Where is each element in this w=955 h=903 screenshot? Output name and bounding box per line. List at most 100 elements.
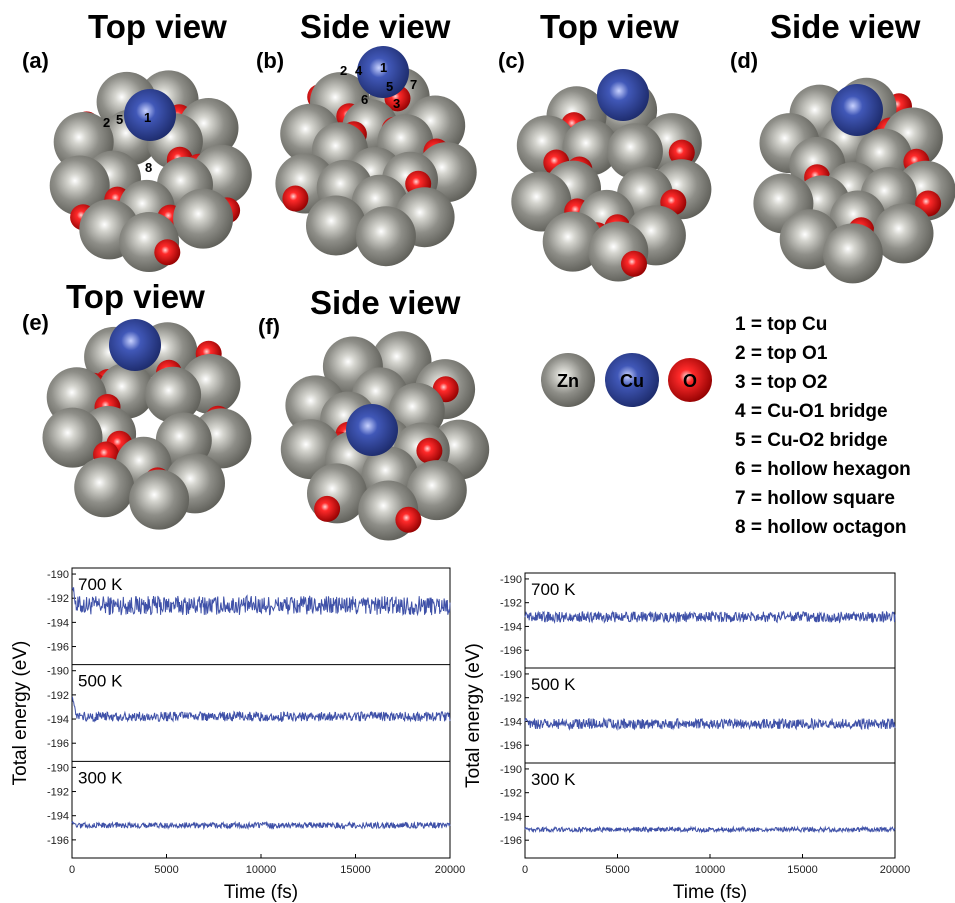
x-tick-label: 5000	[154, 864, 178, 876]
site-markers-b: 2 4 1 5 7 6 3	[340, 60, 417, 111]
temperature-label: 700 K	[531, 580, 576, 599]
o-atom-swatch	[668, 358, 712, 402]
temperature-label: 500 K	[78, 672, 123, 691]
temperature-label: 300 K	[531, 770, 576, 789]
y-tick-label: -194	[47, 617, 69, 629]
cluster-5	[280, 331, 490, 541]
site-mark: 5	[116, 112, 123, 127]
zn-atom	[822, 223, 883, 284]
site-legend-item: 6 = hollow hexagon	[735, 459, 911, 480]
site-mark: 8	[145, 160, 152, 175]
y-tick-label: -190	[500, 574, 522, 586]
energy-trace-500k	[71, 696, 451, 723]
y-tick-label: -192	[500, 693, 522, 705]
cluster-structures	[42, 46, 955, 541]
o-atom	[282, 185, 309, 212]
temperature-label: 300 K	[78, 768, 123, 787]
chart-1: -190 -192 -194 -196 700 K -190 -192 -194 -196 500…	[463, 572, 911, 903]
y-tick-label: -194	[47, 811, 69, 823]
zn-atom	[306, 195, 366, 256]
y-tick-label: -190	[47, 666, 69, 678]
x-tick-label: 0	[69, 864, 75, 876]
y-tick-label: -194	[500, 811, 522, 823]
x-tick-label: 20000	[880, 864, 911, 876]
o-atom	[314, 495, 341, 522]
y-tick-label: -192	[500, 788, 522, 800]
x-tick-label: 0	[522, 864, 528, 876]
site-legend-item: 8 = hollow octagon	[735, 517, 907, 538]
cluster-4	[42, 319, 252, 530]
site-mark: 2	[103, 115, 110, 130]
x-tick-label: 10000	[695, 864, 726, 876]
o-atom	[668, 139, 695, 166]
panel-a-title: Top view	[88, 8, 227, 45]
y-tick-label: -190	[47, 762, 69, 774]
temperature-label: 700 K	[78, 575, 123, 594]
energy-trace-700k	[71, 587, 451, 617]
x-tick-label: 5000	[605, 864, 629, 876]
panel-c-title: Top view	[540, 8, 679, 45]
panel-c-label: (c)	[498, 48, 525, 73]
x-axis-label: Time (fs)	[673, 882, 747, 903]
o-atom	[621, 250, 647, 277]
cluster-0	[49, 70, 252, 272]
y-tick-label: -192	[47, 593, 69, 605]
zn-atom	[173, 188, 234, 249]
site-legend-item: 3 = top O2	[735, 372, 827, 393]
energy-trace-500k	[524, 717, 896, 732]
y-tick-label: -196	[500, 740, 522, 752]
site-mark: 1	[144, 110, 151, 125]
zn-atom	[606, 123, 663, 180]
panel-a-label: (a)	[22, 48, 49, 73]
y-tick-label: -194	[500, 716, 522, 728]
energy-trace-700k	[524, 610, 896, 624]
y-tick-label: -194	[500, 621, 522, 633]
y-tick-label: -196	[500, 835, 522, 847]
zn-atom	[355, 206, 416, 267]
site-mark: 3	[393, 96, 400, 111]
site-legend-item: 7 = hollow square	[735, 488, 895, 509]
y-tick-label: -196	[500, 645, 522, 657]
temperature-label: 500 K	[531, 675, 576, 694]
atom-legend: Zn Cu O	[541, 353, 712, 407]
panel-d-label: (d)	[730, 48, 758, 73]
site-mark: 7	[410, 77, 417, 92]
panel-b-label: (b)	[256, 48, 284, 73]
o-label: O	[683, 371, 697, 391]
cu-atom	[357, 46, 409, 98]
zn-atom	[873, 203, 934, 264]
y-axis-label: Total energy (eV)	[10, 641, 31, 786]
panel-e-label: (e)	[22, 310, 49, 335]
cu-atom	[109, 319, 161, 371]
y-tick-label: -196	[47, 835, 69, 847]
cu-label: Cu	[620, 371, 644, 391]
x-axis-label: Time (fs)	[224, 882, 298, 903]
site-legend: 1 = top Cu 2 = top O1 3 = top O2 4 = Cu-…	[735, 314, 911, 538]
site-markers-a: 2 5 1 8	[103, 110, 152, 175]
zn-atom	[74, 457, 135, 518]
cu-atom-swatch	[605, 353, 659, 407]
cu-atom	[346, 404, 398, 456]
site-legend-item: 5 = Cu-O2 bridge	[735, 430, 888, 451]
panel-e-title: Top view	[66, 278, 205, 315]
y-tick-label: -192	[500, 598, 522, 610]
panel-f-title: Side view	[310, 284, 461, 321]
x-tick-label: 15000	[787, 864, 818, 876]
zn-atom	[406, 460, 467, 521]
energy-trace-300k	[71, 820, 451, 831]
energy-trace-300k	[524, 825, 896, 834]
cluster-3	[753, 77, 955, 284]
zn-atom	[42, 407, 103, 468]
x-tick-label: 20000	[435, 864, 466, 876]
cu-atom	[597, 69, 649, 121]
site-mark: 2	[340, 63, 347, 78]
site-mark: 6	[361, 92, 368, 107]
y-tick-label: -190	[500, 764, 522, 776]
site-mark: 4	[355, 63, 363, 78]
zn-atom	[49, 155, 110, 216]
x-tick-label: 15000	[340, 864, 371, 876]
zn-label: Zn	[557, 371, 579, 391]
site-legend-item: 1 = top Cu	[735, 314, 827, 335]
zn-atom	[145, 366, 202, 423]
